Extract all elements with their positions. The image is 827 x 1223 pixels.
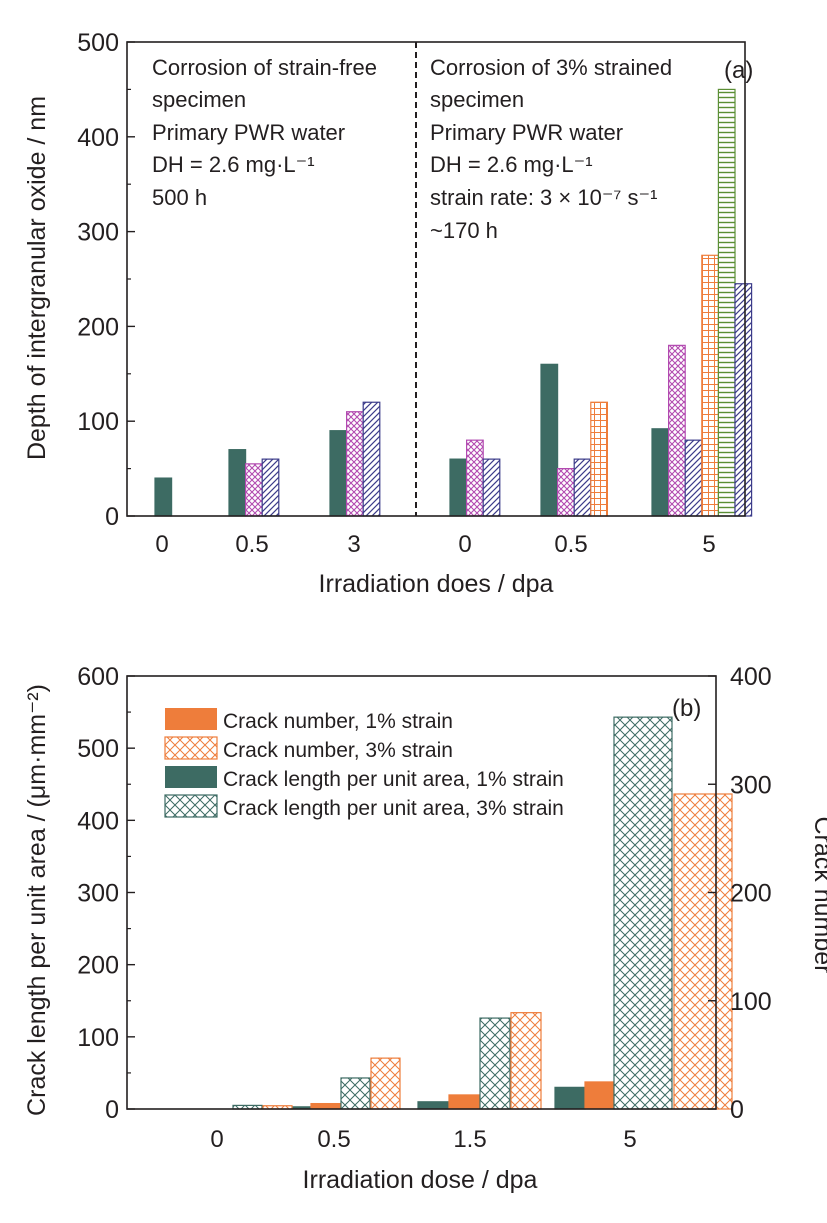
panel-b-bar (448, 1094, 480, 1110)
legend-swatch-crack-length-1pct (165, 766, 217, 788)
panel-b-bar (510, 1012, 542, 1110)
panel-b-bar (310, 1102, 341, 1110)
panel-b-y2-tick-label: 0 (730, 1096, 744, 1124)
legend-label: Crack length per unit area, 3% strain (223, 797, 564, 820)
panel-a-y-tick-label: 100 (77, 408, 119, 436)
panel-a-y-axis-title: Depth of intergranular oxide / nm (23, 96, 51, 460)
panel-a-bar (346, 411, 364, 517)
legend-swatch-crack-length-3pct (164, 794, 218, 818)
panel-a-y-tick-label: 200 (77, 313, 119, 341)
panel-a-bar (261, 458, 280, 517)
panel-b-y2-axis-title: Crack number (809, 817, 827, 974)
panel-a-bar (573, 458, 592, 517)
legend-label: Crack number, 1% strain (223, 710, 453, 733)
panel-a-x-tick-label: 3 (347, 531, 360, 558)
panel-a-bar (651, 428, 670, 517)
annotation-left-line: specimen (152, 87, 246, 112)
panel-b-y-tick-label: 0 (105, 1096, 119, 1124)
legend-swatch-crack-number-1pct (165, 708, 217, 730)
panel-b-y-tick-label: 500 (77, 735, 119, 763)
annotation-left-line: Primary PWR water (152, 120, 345, 145)
panel-b-bar (584, 1081, 616, 1110)
panel-a-bar (556, 468, 575, 517)
panel-a-bar (362, 401, 381, 517)
panel-b-y2-tick-label: 200 (730, 880, 772, 908)
panel-b-bar (479, 1017, 511, 1110)
panel-b-bar (340, 1077, 371, 1110)
panel-a-bar (701, 254, 719, 517)
annotation-right-line: Primary PWR water (430, 120, 623, 145)
panel-b-x-tick-label: 5 (623, 1126, 636, 1153)
panel-b-y-tick-label: 200 (77, 952, 119, 980)
panel-a-x-tick-label: 0.5 (235, 531, 268, 558)
annotation-left-line: 500 h (152, 185, 207, 210)
panel-b-y-tick-label: 100 (77, 1024, 119, 1052)
panel-a-x-tick-label: 5 (702, 531, 715, 558)
panel-b-y-tick-label: 400 (77, 807, 119, 835)
annotation-right-line: Corrosion of 3% strained (430, 55, 672, 80)
panel-b-x-tick-label: 1.5 (453, 1126, 486, 1153)
panel-b-bar (370, 1057, 401, 1110)
panel-b-y2-tick-label: 400 (730, 663, 772, 691)
legend-swatch-crack-number-3pct (164, 736, 218, 760)
panel-a-y-tick-label: 300 (77, 219, 119, 247)
panel-b-y-tick-label: 300 (77, 880, 119, 908)
panel-a-bar (449, 458, 468, 517)
annotation-left-line: Corrosion of strain-free (152, 55, 377, 80)
legend-label: Crack number, 3% strain (223, 739, 453, 762)
panel-b-bar (673, 793, 733, 1110)
panel-b-x-tick-label: 0.5 (317, 1126, 350, 1153)
panel-b-bar (417, 1101, 449, 1110)
panel-a-bar (245, 463, 263, 517)
panel-b-y2-tick-label: 300 (730, 771, 772, 799)
panel-a-x-tick-label: 0 (155, 531, 168, 558)
panel-a-label: (a) (724, 57, 753, 84)
panel-b-bar (554, 1086, 586, 1110)
panel-b-y-axis-title: Crack length per unit area / (μm·mm⁻²) (23, 684, 51, 1116)
panel-b-label: (b) (672, 695, 701, 722)
panel-a-bar (734, 283, 753, 517)
panel-a-y-tick-label: 400 (77, 124, 119, 152)
chart-marks: 0 0.5 3 0 0.5 5 0 100 200 300 400 500 0 0.5 1.5 5 0 100 20… (77, 29, 771, 1153)
panel-a-x-tick-label: 0.5 (554, 531, 587, 558)
panel-a-bar (667, 344, 686, 517)
panel-a-bar (717, 88, 736, 517)
annotation-right-line: DH = 2.6 mg·L⁻¹ (430, 152, 593, 177)
panel-a-y-tick-label: 0 (105, 503, 119, 531)
panel-a: (a) Corrosion of strain-free specimen Pr… (23, 55, 753, 598)
panel-a-annotation-left: Corrosion of strain-free specimen Primar… (152, 55, 377, 210)
panel-a-y-tick-label: 500 (77, 29, 119, 57)
panel-a-annotation-right: Corrosion of 3% strained specimen Primar… (430, 55, 672, 243)
panel-a-x-tick-label: 0 (458, 531, 471, 558)
panel-a-bar (228, 449, 247, 517)
panel-b-y-tick-label: 600 (77, 663, 119, 691)
panel-a-bar (329, 430, 348, 517)
panel-b: (b) Crack number, 1% strain Crack number… (23, 684, 827, 1194)
annotation-right-line: ~170 h (430, 218, 498, 243)
panel-b-x-tick-label: 0 (210, 1126, 223, 1153)
panel-a-bar (466, 439, 484, 517)
panel-a-bar (540, 363, 559, 517)
panel-b-y2-tick-label: 100 (730, 988, 772, 1016)
annotation-right-line: strain rate: 3 × 10⁻⁷ s⁻¹ (430, 185, 657, 210)
panel-b-bar (613, 716, 673, 1110)
legend-label: Crack length per unit area, 1% strain (223, 768, 564, 791)
panel-a-bar (482, 458, 501, 517)
panel-b-x-axis-title: Irradiation dose / dpa (303, 1166, 538, 1194)
panel-a-bar (154, 477, 173, 517)
panel-a-bar (684, 439, 703, 517)
panel-b-legend: Crack number, 1% strain Crack number, 3%… (164, 708, 564, 820)
panel-a-bar (590, 401, 608, 517)
annotation-left-line: DH = 2.6 mg·L⁻¹ (152, 152, 315, 177)
panel-a-x-axis-title: Irradiation does / dpa (319, 570, 554, 598)
annotation-right-line: specimen (430, 87, 524, 112)
